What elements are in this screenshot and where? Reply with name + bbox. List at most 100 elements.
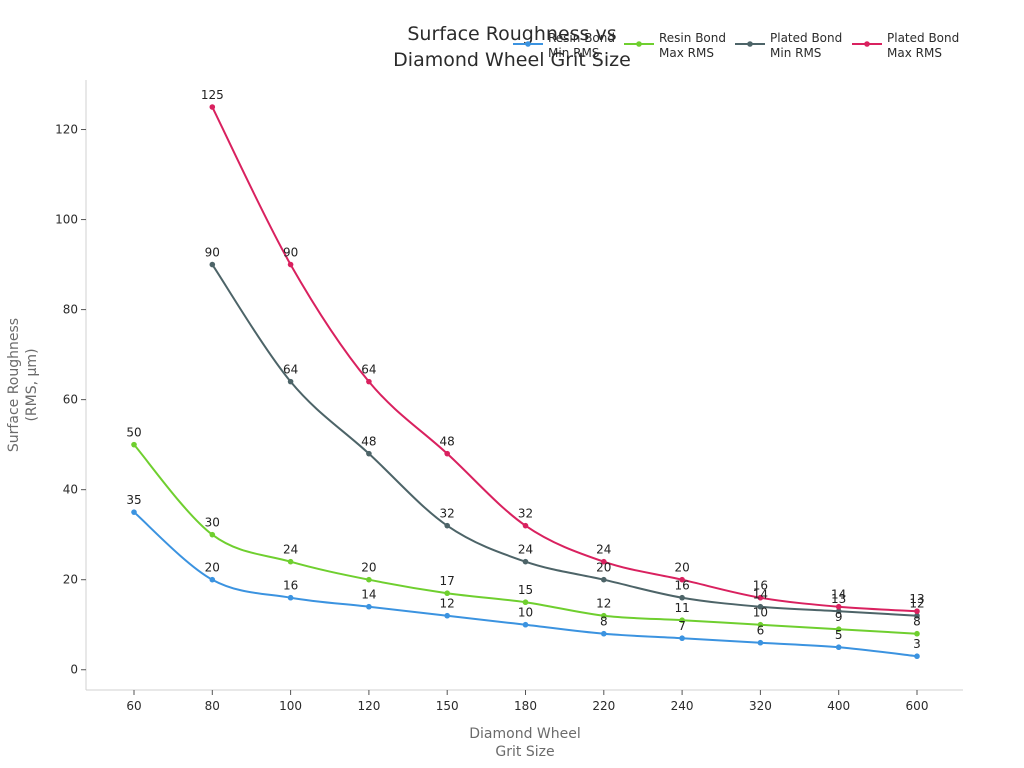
data-point xyxy=(914,612,920,619)
data-point xyxy=(522,522,529,529)
data-point xyxy=(131,441,137,448)
data-point xyxy=(209,261,216,268)
y-tick-label: 20 xyxy=(63,573,78,587)
y-tick-label: 40 xyxy=(63,483,78,497)
data-label: 10 xyxy=(753,606,768,620)
x-tick-label: 80 xyxy=(205,699,220,713)
data-label: 8 xyxy=(913,615,921,629)
data-label: 32 xyxy=(440,507,455,521)
data-label: 16 xyxy=(283,579,298,593)
data-point xyxy=(914,653,920,660)
data-label: 35 xyxy=(126,493,141,507)
legend: Resin Bond Min RMS Resin Bond Max RMS Plated… xyxy=(513,31,959,60)
data-point xyxy=(287,558,294,565)
x-tick-label: 180 xyxy=(514,699,537,713)
data-label: 20 xyxy=(674,561,689,575)
data-label: 14 xyxy=(361,588,376,602)
x-tick-label: 220 xyxy=(592,699,615,713)
data-point xyxy=(131,509,137,515)
x-tick-label: 100 xyxy=(279,699,302,713)
legend-marker xyxy=(636,41,642,47)
data-label: 11 xyxy=(674,601,689,615)
data-point xyxy=(757,621,764,628)
chart-title: Surface Roughness vs Diamond Wheel Grit S… xyxy=(393,23,631,71)
data-point xyxy=(835,603,842,610)
data-label: 6 xyxy=(757,624,765,638)
data-point xyxy=(835,608,842,615)
legend-label: Plated Bond Min RMS xyxy=(770,31,842,60)
data-point xyxy=(444,612,451,619)
data-label: 16 xyxy=(674,579,689,593)
data-label: 48 xyxy=(361,435,376,449)
data-point xyxy=(522,621,529,628)
data-point xyxy=(287,261,294,268)
x-tick-label: 400 xyxy=(827,699,850,713)
data-label: 48 xyxy=(440,435,455,449)
data-label: 17 xyxy=(440,574,455,588)
data-point xyxy=(444,450,451,457)
data-label: 24 xyxy=(518,543,533,557)
data-label: 14 xyxy=(831,588,846,602)
data-label: 32 xyxy=(518,507,533,521)
data-label: 24 xyxy=(283,543,298,557)
data-label: 15 xyxy=(518,583,533,597)
x-tick-label: 600 xyxy=(906,699,929,713)
data-label: 90 xyxy=(283,246,298,260)
data-point xyxy=(679,594,685,601)
data-label: 3 xyxy=(913,637,921,651)
data-label: 5 xyxy=(835,628,843,642)
data-point xyxy=(757,594,764,601)
data-point xyxy=(209,531,216,538)
data-label: 8 xyxy=(600,615,608,629)
data-point xyxy=(679,635,685,642)
legend-marker xyxy=(864,41,870,47)
data-label: 12 xyxy=(596,597,611,611)
series-line-3 xyxy=(211,264,918,617)
data-point xyxy=(757,639,764,646)
data-label: 20 xyxy=(361,561,376,575)
y-tick-label: 80 xyxy=(63,303,78,317)
data-label: 9 xyxy=(835,610,843,624)
data-point xyxy=(601,612,607,619)
data-point xyxy=(679,576,685,583)
legend-item-3: Plated Bond Min RMS xyxy=(735,31,842,60)
data-point xyxy=(679,617,685,624)
data-point xyxy=(366,378,372,385)
data-point xyxy=(366,603,372,610)
data-point xyxy=(757,603,764,610)
series-line-2 xyxy=(133,443,918,635)
y-tick-label: 120 xyxy=(55,123,78,137)
data-point xyxy=(287,378,294,385)
data-label: 90 xyxy=(205,246,220,260)
data-point xyxy=(209,576,216,583)
data-point xyxy=(835,644,842,651)
data-point xyxy=(366,450,372,457)
data-label: 64 xyxy=(361,363,376,377)
legend-marker xyxy=(747,41,753,47)
data-label: 64 xyxy=(283,363,298,377)
data-label: 20 xyxy=(596,561,611,575)
legend-marker xyxy=(525,41,531,47)
legend-item-1: Resin Bond Min RMS xyxy=(513,31,615,60)
data-point xyxy=(287,594,294,601)
x-tick-label: 60 xyxy=(126,699,141,713)
data-point xyxy=(914,608,920,615)
data-label: 10 xyxy=(518,606,533,620)
data-point xyxy=(914,630,920,637)
data-label: 50 xyxy=(126,426,141,440)
legend-label: Resin Bond Max RMS xyxy=(659,31,726,60)
legend-item-2: Resin Bond Max RMS xyxy=(624,31,726,60)
data-point xyxy=(522,599,529,606)
x-axis-title: Diamond Wheel Grit Size xyxy=(469,726,581,760)
y-tick-label: 60 xyxy=(63,393,78,407)
series-lines xyxy=(131,104,920,660)
x-tick-label: 240 xyxy=(671,699,694,713)
data-point xyxy=(601,630,607,637)
data-label: 30 xyxy=(205,516,220,530)
legend-label: Resin Bond Min RMS xyxy=(548,31,615,60)
data-label: 24 xyxy=(596,543,611,557)
series-line-4 xyxy=(211,106,918,613)
